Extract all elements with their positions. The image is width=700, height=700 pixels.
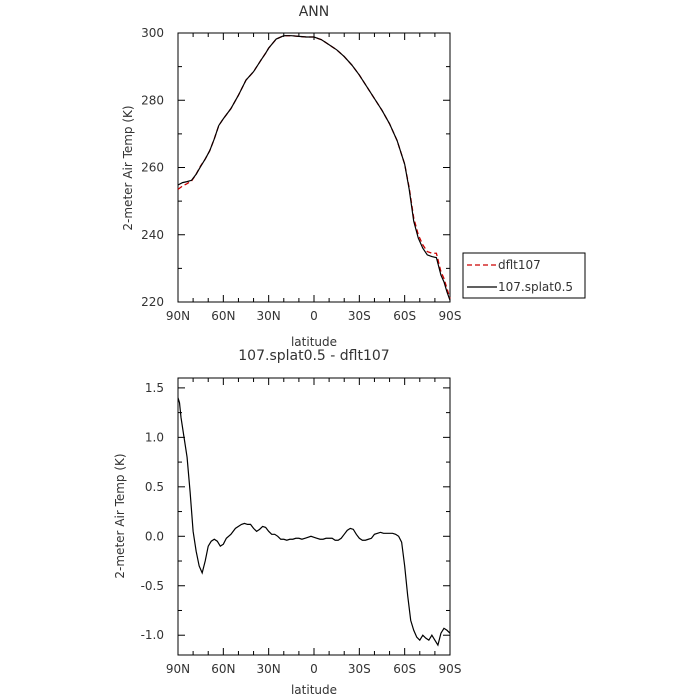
bottom-panel: 107.splat0.5 - dflt107 90N 60N 30N 0 30S 60S 9…: [113, 348, 461, 697]
bottom-x-tick-label: 0: [310, 662, 318, 676]
top-series-group: [177, 35, 451, 301]
legend-label-107-splat0-5: 107.splat0.5: [498, 280, 573, 294]
top-x-tick-label: 90N: [166, 309, 190, 323]
bottom-x-tick-label: 30S: [348, 662, 371, 676]
top-y-tick-label: 300: [141, 26, 164, 40]
bottom-x-tick-label: 60N: [211, 662, 235, 676]
legend-label-dflt107: dflt107: [498, 258, 541, 272]
bottom-y-axis-label: 2-meter Air Temp (K): [113, 453, 127, 578]
top-series-line-dflt107: [177, 35, 451, 299]
bottom-y-tick-label: 1.0: [145, 430, 164, 444]
top-y-axis-label: 2-meter Air Temp (K): [121, 105, 135, 230]
bottom-x-tick-label: 90S: [439, 662, 462, 676]
bottom-y-tick-label: 0.0: [145, 529, 164, 543]
bottom-series-line-difference: [177, 397, 451, 647]
bottom-x-axis-label: latitude: [291, 683, 337, 697]
bottom-y-tick-label: 0.5: [145, 480, 164, 494]
top-plot-frame: [177, 32, 451, 303]
top-x-tick-label: 30S: [348, 309, 371, 323]
bottom-series-group: [177, 397, 451, 647]
bottom-chart-title: 107.splat0.5 - dflt107: [238, 348, 389, 364]
bottom-x-tick-label: 30N: [257, 662, 281, 676]
top-chart-title: ANN: [299, 4, 330, 20]
bottom-x-tick-label: 60S: [393, 662, 416, 676]
bottom-plot-frame: [177, 377, 451, 656]
top-panel: ANN 90N 60N 30N 0 30S 60S 90S 220 240 260 280 300 l…: [121, 4, 461, 349]
top-axis-ticks: 90N 60N 30N 0 30S 60S 90S 220 240 260 280 300: [141, 26, 461, 323]
bottom-x-tick-label: 90N: [166, 662, 190, 676]
top-x-tick-label: 60S: [393, 309, 416, 323]
top-x-tick-label: 30N: [257, 309, 281, 323]
bottom-y-tick-label: 1.5: [145, 381, 164, 395]
top-y-tick-label: 280: [141, 93, 164, 107]
top-x-axis-label: latitude: [291, 335, 337, 349]
top-series-line-107-splat0-5: [177, 35, 451, 301]
bottom-y-tick-label: -1.0: [141, 628, 164, 642]
legend: dflt107 107.splat0.5: [462, 252, 586, 299]
legend-box: [462, 252, 586, 299]
top-y-tick-label: 240: [141, 228, 164, 242]
top-y-tick-label: 260: [141, 161, 164, 175]
bottom-y-tick-label: -0.5: [141, 579, 164, 593]
top-x-tick-label: 90S: [439, 309, 462, 323]
top-y-tick-label: 220: [141, 295, 164, 309]
top-x-tick-label: 0: [310, 309, 318, 323]
bottom-axis-ticks: 90N 60N 30N 0 30S 60S 90S -1.0 -0.5 0.0 0.5 1.0 1.5: [141, 378, 462, 676]
top-x-tick-label: 60N: [211, 309, 235, 323]
